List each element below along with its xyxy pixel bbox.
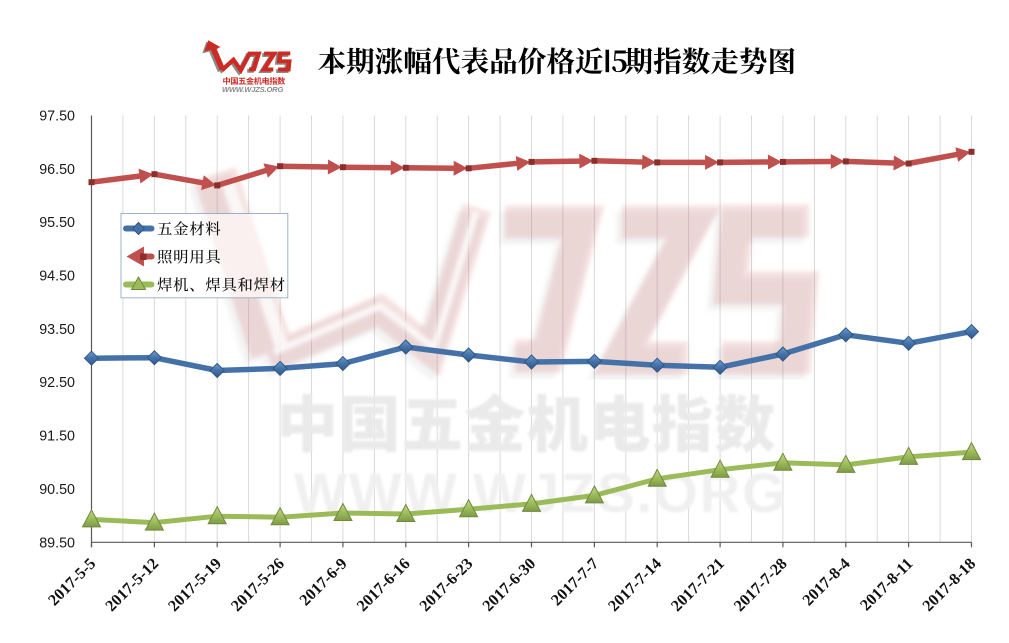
svg-text:96.50: 96.50 (39, 162, 75, 178)
svg-text:90.50: 90.50 (39, 482, 75, 498)
svg-text:97.50: 97.50 (39, 109, 75, 125)
svg-text:91.50: 91.50 (39, 429, 75, 445)
svg-text:89.50: 89.50 (39, 535, 75, 551)
svg-text:WWW.WJZS.ORG: WWW.WJZS.ORG (222, 85, 283, 94)
svg-text:94.50: 94.50 (39, 269, 75, 285)
svg-text:92.50: 92.50 (39, 375, 75, 391)
svg-text:93.50: 93.50 (39, 322, 75, 338)
svg-text:95.50: 95.50 (39, 215, 75, 231)
